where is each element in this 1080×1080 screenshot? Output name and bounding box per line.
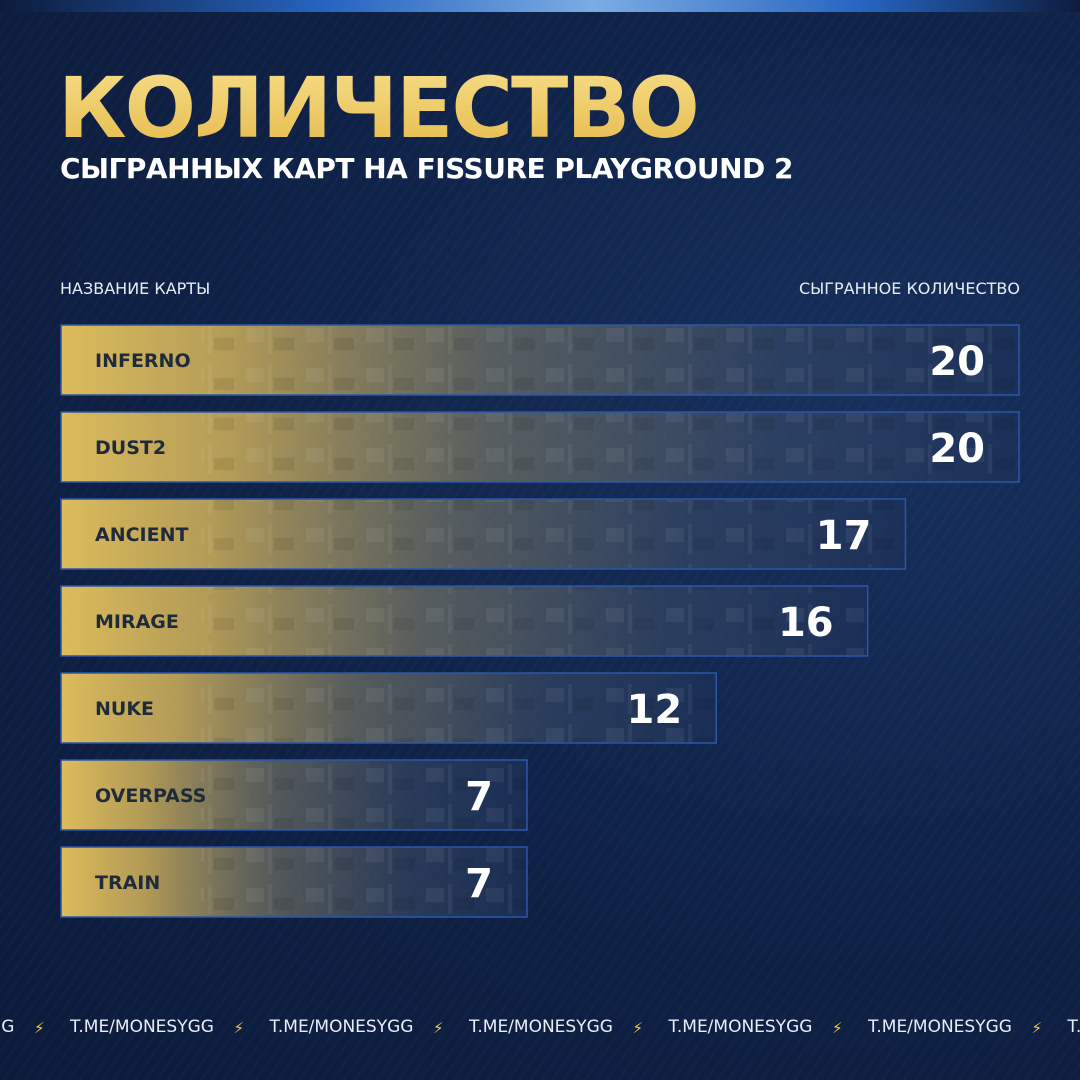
bar-label-overpass: OVERPASS (95, 785, 206, 807)
footer-link[interactable]: T.ME/MONESYGG (469, 1017, 613, 1037)
page-subtitle: СЫГРАННЫХ КАРТ НА FISSURE PLAYGROUND 2 (60, 152, 794, 185)
bar-texture-mirage (201, 587, 867, 655)
footer-ticker: T.ME/MONESYGG ⚡ T.ME/MONESYGG ⚡ T.ME/MONESYG… (0, 1014, 1080, 1042)
bar-texture-inferno (201, 326, 1018, 394)
bar-label-nuke: NUKE (95, 698, 154, 720)
footer-link[interactable]: T.ME/MONESYGG (0, 1017, 15, 1037)
bar-value-overpass: 7 (465, 774, 493, 820)
footer-link[interactable]: T.ME/MONESYGG (1067, 1017, 1080, 1037)
bar-label-train: TRAIN (95, 872, 160, 894)
bar-value-nuke: 12 (627, 687, 683, 733)
bar-label-dust2: DUST2 (95, 437, 166, 459)
bar-label-mirage: MIRAGE (95, 611, 179, 633)
bar-value-mirage: 16 (778, 600, 834, 646)
bar-value-inferno: 20 (929, 339, 985, 385)
bar-texture-train (201, 848, 526, 916)
lightning-icon: ⚡ (433, 1019, 444, 1037)
bar-value-train: 7 (465, 861, 493, 907)
bar-texture-dust2 (201, 413, 1018, 481)
footer-link[interactable]: T.ME/MONESYGG (668, 1017, 813, 1037)
top-glow-strip (0, 0, 1080, 12)
bar-value-dust2: 20 (929, 426, 985, 472)
lightning-icon: ⚡ (632, 1019, 644, 1037)
bar-label-inferno: INFERNO (95, 350, 191, 372)
bar-value-ancient: 17 (816, 513, 872, 559)
bar-texture-nuke (201, 674, 716, 742)
column-header-map-name: НАЗВАНИЕ КАРТЫ (60, 279, 211, 298)
lightning-icon: ⚡ (832, 1019, 843, 1037)
footer-link[interactable]: T.ME/MONESYGG (868, 1017, 1012, 1037)
lightning-icon: ⚡ (233, 1019, 245, 1037)
column-header-played-count: СЫГРАННОЕ КОЛИЧЕСТВО (798, 279, 1020, 298)
bar-label-ancient: ANCIENT (95, 524, 188, 546)
lightning-icon: ⚡ (34, 1019, 45, 1037)
bar-texture-ancient (201, 500, 905, 568)
footer-link[interactable]: T.ME/MONESYGG (70, 1017, 214, 1037)
lightning-icon: ⚡ (1031, 1019, 1043, 1037)
bar-texture-overpass (201, 761, 526, 829)
footer-link[interactable]: T.ME/MONESYGG (269, 1017, 414, 1037)
page-title: КОЛИЧЕСТВО (58, 59, 700, 157)
